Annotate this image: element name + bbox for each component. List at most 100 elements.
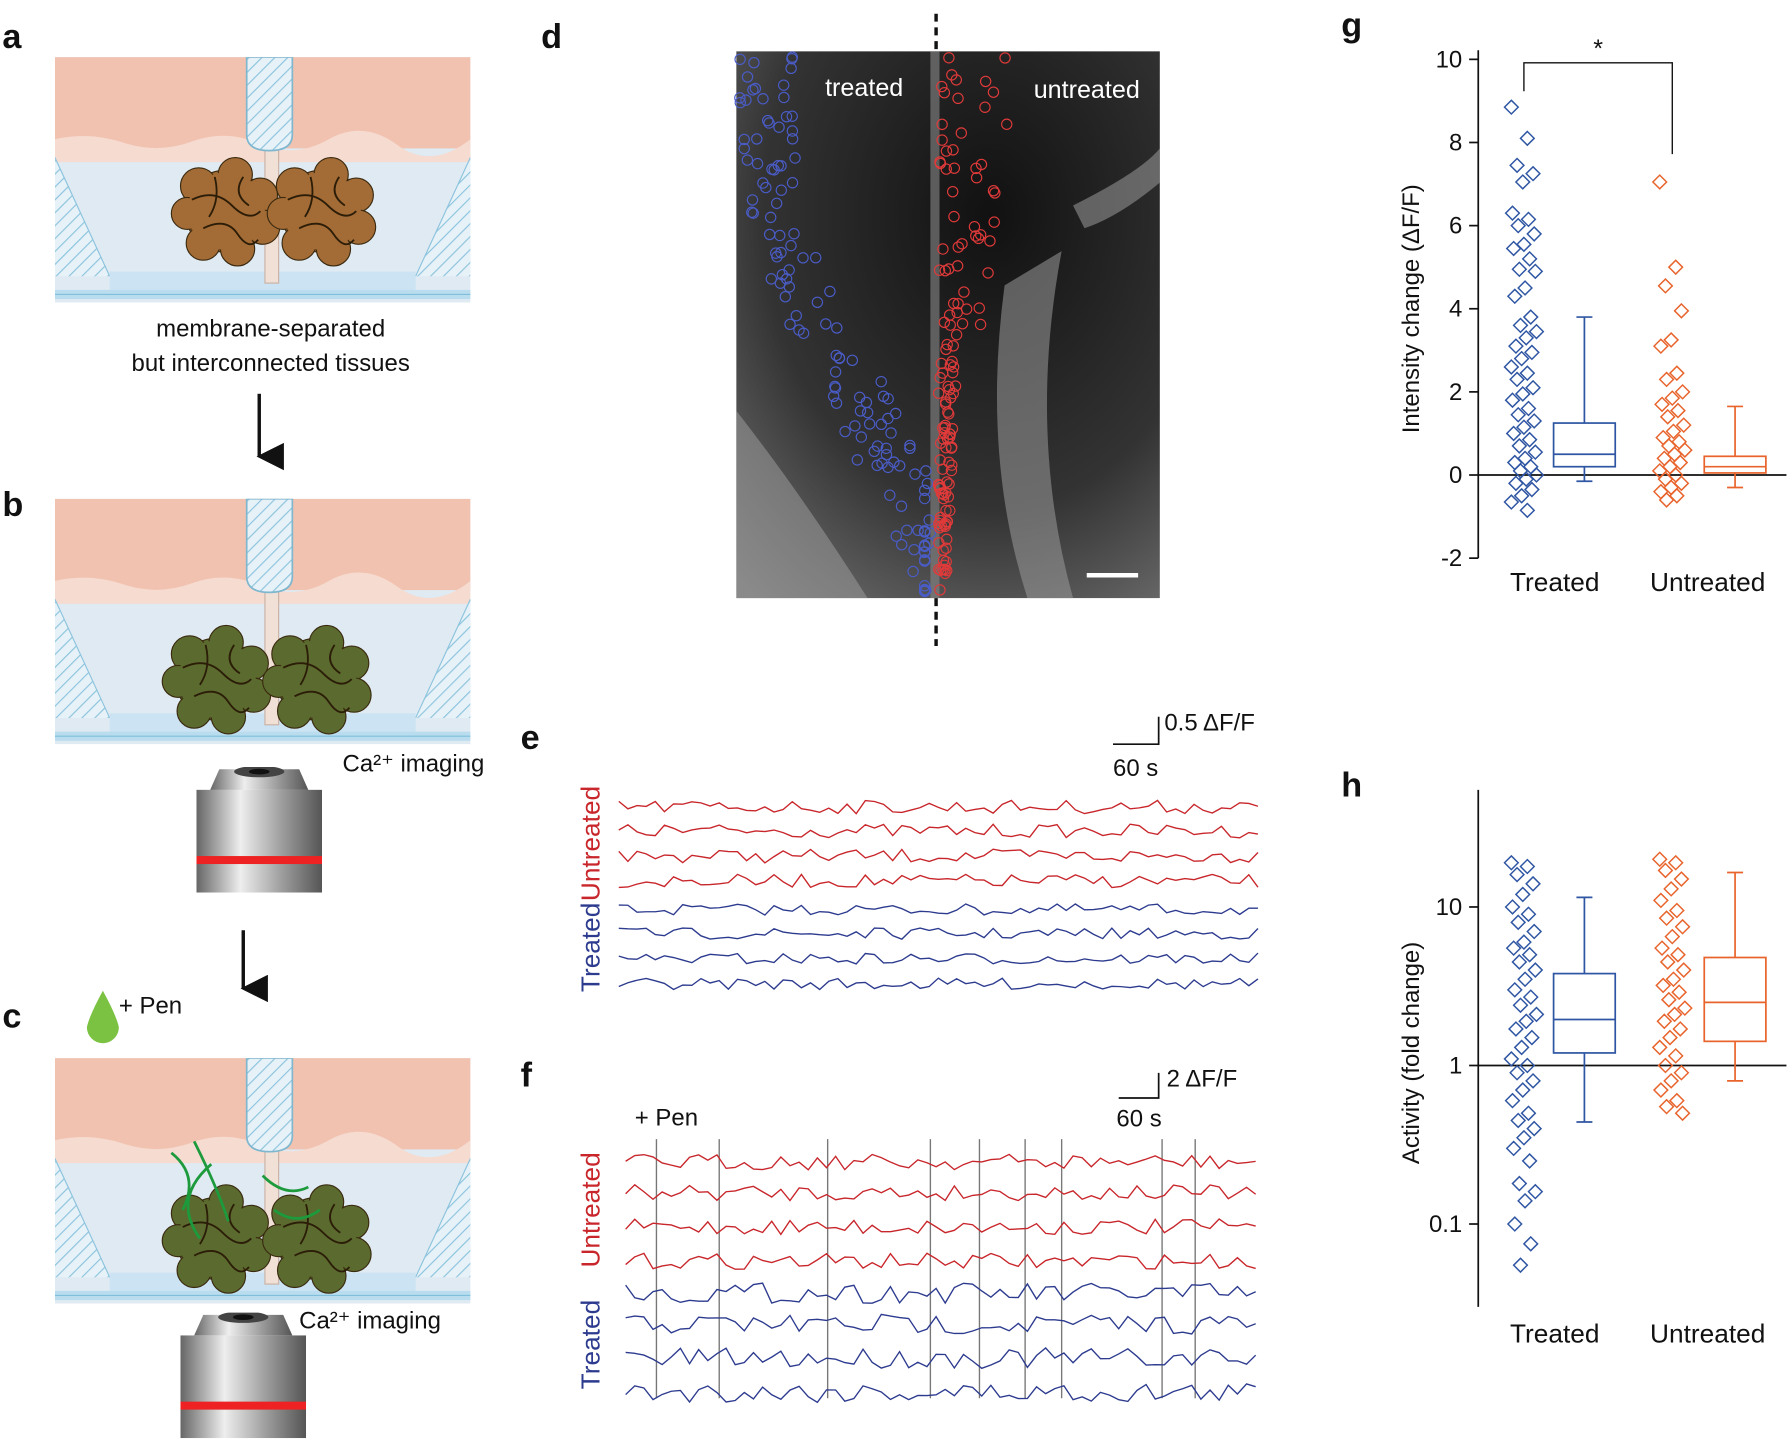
data-point bbox=[1516, 934, 1532, 951]
data-point bbox=[1659, 954, 1676, 970]
trace bbox=[625, 1313, 1256, 1335]
trace bbox=[625, 1183, 1257, 1202]
data-point bbox=[1655, 977, 1672, 994]
objective bbox=[196, 766, 322, 893]
cell-marker bbox=[831, 322, 843, 334]
cell-marker bbox=[939, 520, 952, 532]
caption: Ca²⁺ imaging bbox=[299, 1308, 441, 1335]
data-point bbox=[1657, 1057, 1674, 1074]
cell-marker bbox=[901, 524, 913, 536]
data-point bbox=[1504, 1092, 1521, 1109]
cell-marker bbox=[784, 318, 796, 331]
cell-marker bbox=[968, 221, 981, 233]
cell-marker bbox=[924, 527, 937, 539]
data-point bbox=[1511, 1175, 1528, 1192]
panel-label: f bbox=[521, 1057, 533, 1095]
scale-bar bbox=[1118, 1072, 1160, 1099]
cell-marker bbox=[789, 152, 801, 164]
y-tick-label: 10 bbox=[1436, 46, 1463, 73]
cell-marker bbox=[877, 390, 890, 403]
data-point bbox=[1508, 1021, 1524, 1037]
cell-marker bbox=[768, 164, 780, 176]
data-point bbox=[1668, 487, 1685, 504]
cell-marker bbox=[936, 134, 948, 146]
data-point bbox=[1664, 390, 1681, 407]
panel-label: d bbox=[541, 18, 562, 56]
cell-marker bbox=[942, 380, 954, 393]
cell-marker bbox=[829, 366, 842, 378]
data-point bbox=[1517, 280, 1533, 296]
data-point bbox=[1518, 1013, 1535, 1030]
cell-marker bbox=[970, 172, 983, 184]
y-tick-label: 10 bbox=[1436, 894, 1463, 921]
cell-marker bbox=[947, 361, 960, 373]
cell-marker bbox=[793, 324, 805, 336]
cell-marker bbox=[938, 316, 951, 329]
trace bbox=[618, 823, 1259, 839]
cell-marker bbox=[987, 185, 1000, 197]
panel-label: g bbox=[1341, 7, 1362, 45]
cell-marker bbox=[780, 273, 793, 285]
cell-marker bbox=[944, 504, 956, 517]
trace bbox=[618, 903, 1258, 916]
data-point bbox=[1512, 997, 1529, 1014]
cell-marker bbox=[918, 492, 931, 505]
data-point bbox=[1505, 940, 1522, 957]
panel-label: e bbox=[521, 719, 540, 757]
cell-marker bbox=[741, 154, 754, 166]
data-point bbox=[1505, 425, 1522, 442]
data-point bbox=[1522, 1235, 1539, 1252]
data-point bbox=[1516, 419, 1532, 436]
data-point bbox=[1506, 981, 1523, 998]
data-point bbox=[1517, 1192, 1533, 1209]
cell-marker bbox=[882, 461, 894, 474]
data-point bbox=[1528, 323, 1545, 340]
data-point bbox=[1527, 263, 1544, 280]
cell-marker bbox=[946, 459, 958, 471]
cell-marker bbox=[923, 514, 935, 526]
cell-marker bbox=[937, 243, 949, 255]
cell-marker bbox=[779, 290, 792, 303]
scale-label: 2 ΔF/F bbox=[1167, 1066, 1238, 1093]
data-point bbox=[1521, 431, 1538, 448]
cell-marker bbox=[785, 239, 797, 252]
cell-marker bbox=[940, 163, 952, 175]
cell-marker bbox=[788, 228, 800, 240]
data-point bbox=[1504, 392, 1521, 409]
cell-marker bbox=[738, 133, 750, 146]
cell-marker bbox=[933, 264, 946, 276]
data-point bbox=[1517, 971, 1533, 988]
data-point bbox=[1510, 217, 1527, 234]
data-point bbox=[1656, 1013, 1673, 1030]
cell-marker bbox=[948, 210, 960, 223]
data-point bbox=[1512, 317, 1529, 334]
data-point bbox=[1657, 862, 1674, 879]
cell-marker bbox=[938, 427, 951, 439]
data-point bbox=[1516, 236, 1532, 253]
cell-marker bbox=[895, 500, 908, 512]
data-point bbox=[1505, 240, 1522, 257]
cell-marker bbox=[941, 338, 953, 351]
cell-marker bbox=[746, 206, 758, 218]
data-point bbox=[1525, 379, 1541, 396]
cell-marker bbox=[846, 354, 859, 367]
cell-marker bbox=[734, 96, 747, 109]
y-tick-label: 0.1 bbox=[1429, 1211, 1462, 1238]
cell-marker bbox=[760, 181, 772, 194]
data-point bbox=[1673, 871, 1690, 887]
scale-label: 60 s bbox=[1113, 755, 1158, 782]
trace bbox=[618, 799, 1259, 815]
caption: + Pen bbox=[119, 993, 182, 1020]
cell-marker bbox=[747, 84, 759, 96]
significance-label: * bbox=[1593, 35, 1603, 63]
cell-marker bbox=[786, 110, 798, 122]
cell-marker bbox=[777, 79, 790, 91]
data-point bbox=[1670, 402, 1686, 419]
data-point bbox=[1513, 1039, 1530, 1056]
data-point bbox=[1512, 1257, 1529, 1274]
data-point bbox=[1518, 471, 1535, 488]
data-point bbox=[1508, 338, 1524, 355]
cell-marker bbox=[904, 439, 916, 452]
